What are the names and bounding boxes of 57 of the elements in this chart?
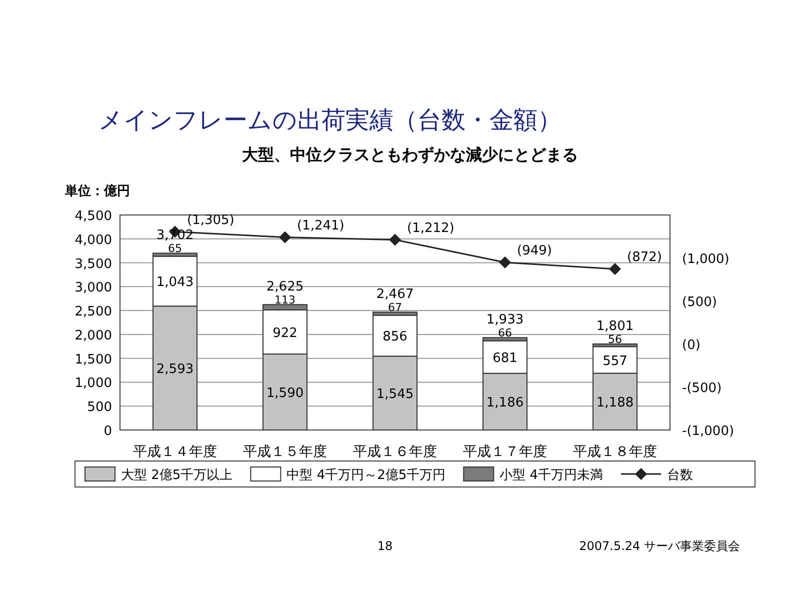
point [389, 234, 401, 246]
point [279, 231, 291, 244]
data-label: 56 [608, 332, 622, 346]
data-label: (949) [517, 243, 552, 258]
data-label: (872) [627, 250, 662, 266]
data-label: 1,590 [266, 386, 304, 402]
x-tick-label: 平成１８年度 [573, 444, 657, 460]
y2-tick-label: -(500) [682, 381, 722, 396]
total-label: 1,801 [596, 318, 634, 334]
y-tick-label: 1,000 [74, 376, 112, 392]
y-tick-label: 3,000 [74, 280, 112, 296]
y2-tick-label: (0) [682, 338, 700, 353]
data-label: 1,186 [486, 396, 524, 411]
data-label: 681 [492, 351, 518, 366]
data-label: 856 [382, 330, 408, 345]
y-tick-label: 4,500 [74, 209, 112, 224]
point [499, 256, 511, 268]
y2-tick-label: -(1,000) [682, 424, 734, 439]
data-label: 1,043 [156, 275, 194, 290]
y2-tick-label: (1,000) [682, 252, 730, 267]
total-label: 2,625 [266, 280, 304, 295]
data-label: 922 [272, 326, 298, 342]
y-tick-label: 1,500 [74, 352, 112, 368]
x-tick-label: 平成１７年度 [463, 444, 547, 460]
legend-label: 中型 4千万円～2億5千万円 [286, 468, 446, 483]
text: 18 [377, 539, 393, 553]
y2-tick-label: (500) [682, 295, 717, 310]
data-label: 2,593 [156, 362, 194, 378]
x-tick-label: 平成１６年度 [353, 444, 437, 460]
y-tick-label: 2,000 [74, 328, 112, 344]
data-label: 1,545 [376, 387, 414, 402]
legend-label: 台数 [667, 468, 694, 483]
data-label: 65 [168, 242, 182, 256]
y-tick-label: 3,500 [74, 256, 112, 272]
y-tick-label: 2,500 [74, 304, 112, 320]
y-tick-label: 500 [87, 400, 112, 416]
data-label: 66 [498, 326, 512, 340]
data-label: (1,212) [407, 220, 454, 236]
legend-label: 大型 2億5千万以上 [121, 468, 233, 483]
data-label: (1,241) [297, 218, 344, 234]
y-tick-label: 4,000 [74, 232, 112, 248]
data-label: 1,188 [596, 396, 634, 411]
x-tick-label: 平成１５年度 [243, 444, 327, 460]
chart-title: メインフレームの出荷実績（台数・金額） [98, 106, 562, 134]
legend-label: 小型 4千万円未満 [500, 468, 604, 483]
x-tick-label: 平成１４年度 [133, 444, 217, 460]
data-label: (1,305) [187, 212, 234, 228]
data-label: 113 [274, 294, 296, 307]
data-label: 557 [602, 354, 628, 369]
total-label: 2,467 [376, 287, 414, 302]
data-label: 67 [388, 301, 402, 314]
y-tick-label: 0 [104, 424, 112, 439]
y-axis-title: 単位：億円 [64, 183, 130, 199]
chart-subtitle: 大型、中位クラスともわずかな減少にとどまる [242, 145, 578, 164]
point [609, 263, 621, 276]
total-label: 1,933 [486, 312, 524, 328]
text: 2007.5.24 サーバ事業委員会 [579, 539, 740, 553]
